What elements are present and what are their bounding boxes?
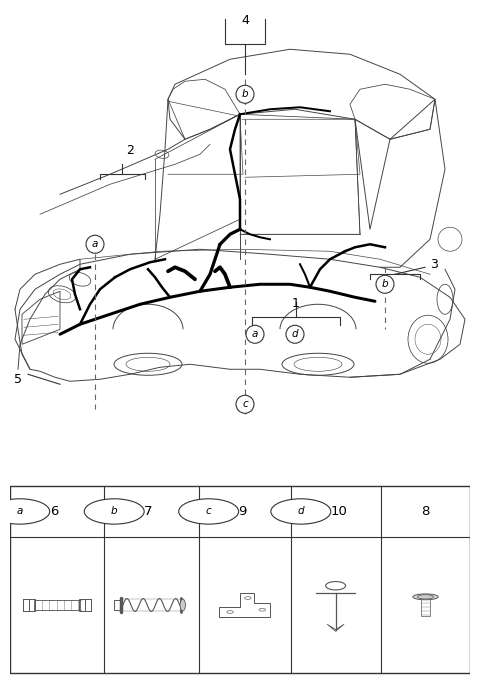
Text: a: a (16, 506, 23, 516)
Text: d: d (298, 506, 304, 516)
Text: 2: 2 (126, 144, 134, 157)
Ellipse shape (413, 594, 438, 600)
Text: 5: 5 (14, 373, 22, 386)
Text: 3: 3 (430, 258, 438, 271)
Circle shape (0, 499, 50, 524)
Text: 1: 1 (292, 298, 300, 311)
Circle shape (236, 395, 254, 413)
Ellipse shape (418, 595, 433, 599)
Bar (114, 600, 121, 610)
Text: 9: 9 (239, 505, 247, 518)
Circle shape (286, 326, 304, 343)
Text: c: c (242, 399, 248, 409)
Circle shape (376, 275, 394, 293)
Text: 7: 7 (144, 505, 153, 518)
Circle shape (236, 86, 254, 103)
Text: c: c (206, 506, 212, 516)
Circle shape (84, 499, 144, 524)
Bar (421, 597, 430, 616)
Text: a: a (92, 239, 98, 249)
Circle shape (179, 499, 239, 524)
Text: 6: 6 (50, 505, 58, 518)
Text: a: a (252, 329, 258, 339)
Circle shape (246, 326, 264, 343)
Text: b: b (111, 506, 118, 516)
Bar (29, 599, 35, 611)
Bar (225, 4, 265, 44)
Circle shape (271, 499, 331, 524)
Circle shape (86, 235, 104, 253)
Text: 8: 8 (421, 505, 430, 518)
Text: 10: 10 (331, 505, 348, 518)
Text: b: b (242, 90, 248, 99)
Bar (79, 599, 84, 611)
Text: b: b (382, 279, 388, 289)
Text: 4: 4 (241, 14, 249, 27)
Text: d: d (292, 329, 298, 339)
Bar (34, 600, 80, 610)
Ellipse shape (180, 599, 185, 611)
